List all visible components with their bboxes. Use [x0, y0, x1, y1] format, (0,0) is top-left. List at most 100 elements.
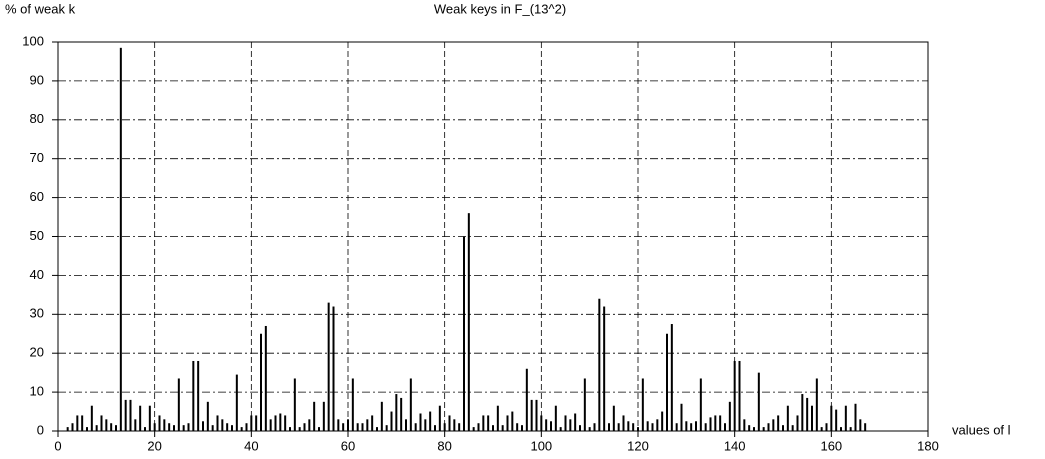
bar [801, 394, 804, 431]
bar [438, 405, 441, 431]
bar [255, 415, 258, 431]
bar [830, 405, 833, 431]
x-tick-label: 180 [917, 438, 939, 453]
bar [337, 419, 340, 431]
bar [414, 423, 417, 431]
bar [521, 425, 523, 431]
bar [376, 427, 378, 431]
bar [574, 413, 577, 431]
bar [177, 378, 180, 431]
bar [472, 427, 475, 431]
bar [748, 425, 751, 431]
bar [303, 423, 306, 431]
bar [231, 425, 233, 431]
bar [366, 419, 369, 431]
x-tick-label: 120 [627, 438, 649, 453]
x-tick-label: 100 [530, 438, 552, 453]
bar [477, 423, 480, 431]
bar [782, 425, 784, 431]
bar [820, 427, 823, 431]
bar [806, 397, 809, 431]
bar [641, 378, 644, 431]
bar [656, 419, 659, 431]
bar [637, 427, 639, 431]
bar [380, 401, 383, 431]
bar [153, 423, 156, 431]
bar [197, 360, 200, 431]
bar [443, 423, 446, 431]
bar [724, 423, 726, 431]
bar [385, 425, 388, 431]
bar [240, 427, 243, 431]
y-tick-label: 40 [30, 267, 44, 282]
bar [685, 421, 688, 431]
bar [835, 409, 838, 431]
bar [342, 423, 345, 431]
bar [206, 401, 209, 431]
bar [308, 419, 311, 431]
bar [90, 405, 93, 431]
bar [129, 399, 132, 431]
bar [187, 423, 190, 431]
bar [289, 427, 291, 431]
bar [81, 415, 84, 431]
bar [627, 421, 630, 431]
bar [564, 415, 567, 431]
bar [284, 415, 287, 431]
bar [550, 421, 552, 431]
bar [458, 423, 461, 431]
bar [559, 427, 562, 431]
bar [569, 419, 572, 431]
y-tick-label: 30 [30, 306, 44, 321]
bar [182, 425, 185, 431]
bar [463, 236, 465, 431]
bar [525, 368, 528, 431]
bar [622, 415, 625, 431]
bar [134, 419, 137, 431]
bar [699, 378, 702, 431]
bar [487, 415, 490, 431]
bar [743, 419, 746, 431]
bar [400, 397, 403, 431]
bar [704, 423, 707, 431]
bar [105, 419, 108, 431]
x-tick-label: 40 [244, 438, 258, 453]
bar [632, 423, 635, 431]
bar [825, 423, 828, 431]
bar [71, 423, 74, 431]
bar [757, 372, 760, 431]
bar [144, 427, 146, 431]
bar [86, 427, 88, 431]
bar [675, 423, 678, 431]
y-tick-label: 100 [22, 33, 44, 48]
bar [424, 419, 427, 431]
bar [695, 421, 697, 431]
bar [854, 403, 857, 431]
bar [530, 399, 533, 431]
bar [593, 423, 596, 431]
bar [864, 423, 867, 431]
bar [95, 425, 98, 431]
bar [554, 405, 557, 431]
bar [767, 423, 770, 431]
bar [226, 423, 229, 431]
bar [274, 415, 277, 431]
bar [332, 306, 335, 431]
bar [598, 298, 601, 431]
bar [245, 423, 248, 431]
bar [583, 378, 586, 431]
y-tick-label: 20 [30, 345, 44, 360]
bar [76, 415, 79, 431]
bar [646, 421, 649, 431]
x-tick-label: 80 [437, 438, 451, 453]
bar [796, 415, 799, 431]
bar [540, 415, 543, 431]
bar [670, 324, 673, 431]
bar [173, 425, 175, 431]
bar [603, 306, 606, 431]
bar [588, 427, 591, 431]
bar [753, 427, 755, 431]
bar [356, 423, 359, 431]
bar [714, 415, 717, 431]
